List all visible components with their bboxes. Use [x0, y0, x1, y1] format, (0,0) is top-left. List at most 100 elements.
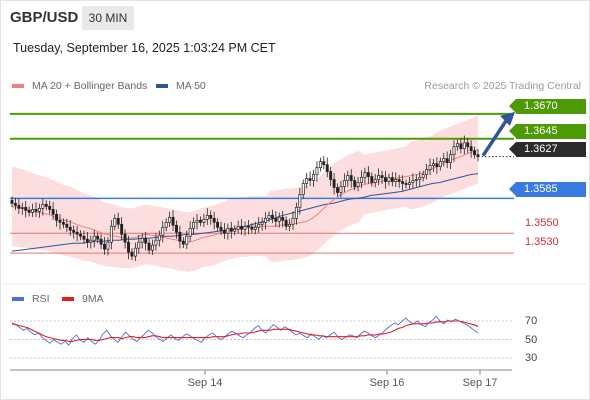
candle-body: [106, 241, 110, 250]
candle-body: [387, 177, 391, 182]
candle-body: [116, 217, 120, 225]
candle-body: [164, 221, 168, 228]
candle-body: [144, 237, 148, 244]
level-label-1-3670: 1.3670: [509, 99, 586, 114]
symbol-label: GBP/USD: [10, 9, 79, 26]
candle-body: [294, 207, 298, 219]
candle-body: [226, 227, 230, 234]
legend-swatch-ma20: [12, 84, 24, 88]
candle-body: [408, 182, 411, 185]
candle-body: [325, 164, 329, 172]
x-tick-sep17: Sep 17: [462, 377, 498, 389]
candle-body: [432, 163, 435, 166]
forecast-arrow-shaft: [481, 116, 510, 157]
candle-body: [421, 174, 425, 178]
candle-body: [44, 204, 48, 207]
rsi-legend-item-rsi: RSI: [12, 293, 50, 305]
candle-body: [390, 177, 394, 182]
candle-body: [61, 221, 65, 225]
x-tick-sep16: Sep 16: [369, 377, 405, 389]
candle-body: [260, 221, 264, 225]
candle-body: [305, 178, 309, 184]
rsi-legend-swatch-rsi: [12, 297, 24, 301]
candle-body: [154, 239, 158, 246]
candle-body: [414, 179, 418, 181]
candle-body: [449, 154, 453, 163]
candle-body: [281, 216, 285, 221]
candle-body: [20, 207, 24, 209]
candle-body: [236, 225, 240, 230]
legend-label-ma50: MA 50: [176, 80, 206, 92]
candle-body: [96, 235, 100, 240]
legend-item-ma50: MA 50: [156, 80, 206, 92]
candle-body: [288, 223, 291, 227]
candle-body: [428, 165, 432, 170]
candle-body: [58, 219, 62, 223]
rsi-tick-50: 50: [525, 334, 538, 346]
candle-body: [31, 209, 35, 213]
candle-body: [127, 241, 130, 253]
candle-body: [284, 219, 288, 227]
candle-body: [356, 182, 360, 187]
credit-label: Research © 2025 Trading Central: [424, 80, 581, 92]
candle-body: [147, 242, 151, 251]
candle-body: [178, 231, 182, 242]
candle-body: [195, 219, 199, 223]
candle-body: [10, 200, 14, 204]
candle-body: [315, 167, 319, 175]
candle-body: [253, 226, 257, 230]
candle-body: [68, 226, 72, 231]
candle-body: [199, 219, 202, 223]
candle-body: [339, 186, 343, 193]
candle-body: [51, 209, 55, 215]
candle-body: [222, 229, 226, 234]
candle-body: [233, 228, 237, 232]
candle-body: [181, 240, 185, 245]
candle-body: [394, 179, 398, 182]
timeframe-button[interactable]: 30 MIN: [82, 6, 134, 30]
candle-body: [329, 171, 333, 180]
last-price-label: 1.3627: [509, 142, 586, 157]
candle-body: [209, 214, 213, 219]
candle-body: [216, 221, 220, 228]
candle-body: [109, 225, 113, 243]
candle-body: [322, 161, 326, 165]
candle-body: [140, 237, 144, 243]
candle-body: [192, 221, 196, 229]
candle-body: [250, 226, 254, 230]
candle-body: [185, 235, 189, 245]
candle-body: [99, 238, 103, 245]
candle-body: [476, 154, 480, 158]
rsi-tick-30: 30: [525, 352, 538, 364]
candle-body: [442, 158, 446, 162]
candle-body: [267, 214, 271, 219]
candle-body: [89, 239, 93, 243]
candle-body: [274, 217, 278, 222]
candle-body: [13, 203, 17, 206]
candle-body: [123, 233, 127, 243]
candle-body: [473, 150, 477, 156]
candle-body: [48, 206, 52, 210]
candle-body: [34, 209, 38, 212]
rsi-legend-item-9ma: 9MA: [62, 293, 104, 305]
rsi-tick-70: 70: [525, 315, 538, 327]
candle-body: [462, 142, 466, 150]
candle-body: [137, 241, 141, 249]
candle-body: [270, 214, 274, 219]
candle-body: [175, 224, 178, 233]
candle-body: [384, 177, 387, 182]
candle-body: [229, 227, 233, 232]
candle-body: [75, 231, 79, 235]
candle-body: [92, 235, 96, 241]
level-label-1-3550: 1.3550: [525, 217, 559, 229]
rsi-9ma-line: [11, 320, 479, 342]
candle-body: [161, 226, 165, 236]
candle-body: [346, 175, 350, 181]
candle-body: [342, 180, 346, 187]
level-label-1-3585: 1.3585: [509, 182, 586, 197]
candle-body: [202, 218, 206, 223]
candle-body: [353, 180, 357, 187]
candle-body: [257, 223, 261, 228]
candle-body: [336, 187, 339, 193]
